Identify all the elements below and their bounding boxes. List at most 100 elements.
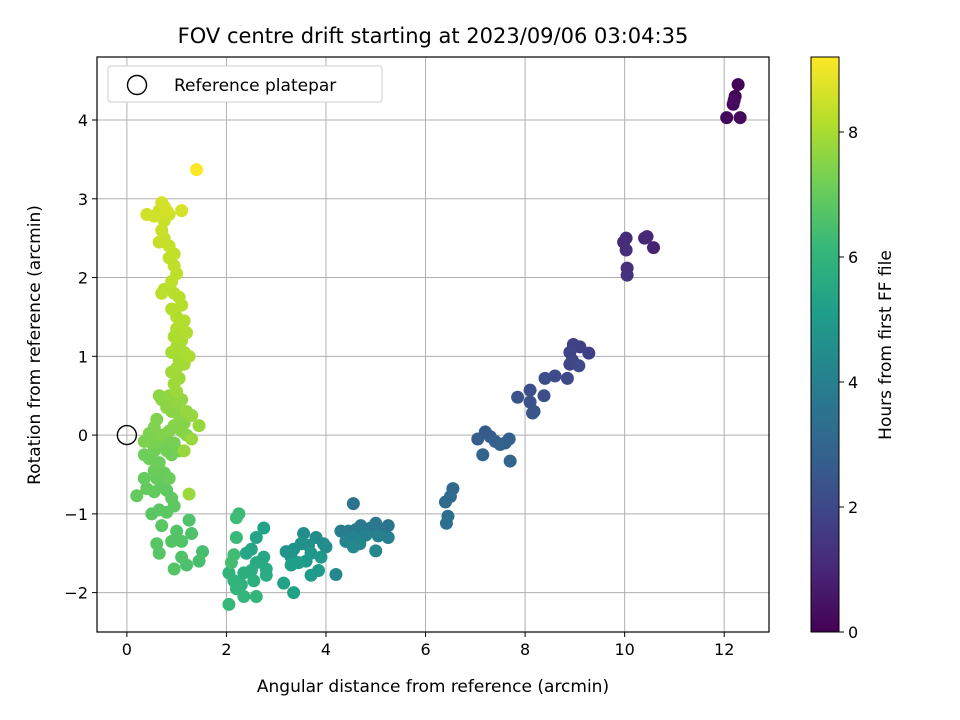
data-point [185,432,199,446]
data-point [175,204,189,218]
data-point [334,524,348,538]
data-point [177,444,191,458]
data-point [548,369,562,383]
data-point [167,286,181,300]
data-point [155,519,169,533]
data-point [249,590,263,604]
data-point [438,495,452,509]
colorbar-ticks: 0 2 4 6 8 [839,123,858,642]
data-point [170,524,184,538]
y-tick-label: 0 [78,426,88,445]
data-point [560,371,574,385]
x-axis-label: Angular distance from reference (arcmin) [257,677,609,697]
data-point [150,412,164,426]
legend: Reference platepar [107,65,383,103]
data-point [503,454,517,468]
data-point [229,530,243,544]
data-point [175,550,189,564]
data-point [297,527,311,541]
data-point [247,574,261,588]
data-point [733,111,747,125]
data-point [538,371,552,385]
data-point [511,390,525,404]
data-point [192,554,206,568]
data-point [130,489,144,503]
x-tick-label: 12 [714,640,734,659]
data-point [229,511,243,525]
x-tick-label: 10 [614,640,634,659]
data-point [287,586,301,600]
chart-title: FOV centre drift starting at 2023/09/06 … [178,24,689,48]
data-point [237,566,251,580]
data-point [284,558,298,572]
legend-box [107,65,383,103]
y-axis-ticks: −2 −1 0 1 2 3 4 [64,111,97,603]
data-point [165,302,179,316]
y-tick-label: −2 [64,584,88,603]
data-point [182,349,196,363]
data-point [152,456,166,470]
data-point [619,243,633,257]
data-point [731,78,745,92]
data-point [493,438,507,452]
legend-label-reference: Reference platepar [174,76,336,96]
data-point [137,448,151,462]
data-point [471,432,485,446]
data-point [185,527,199,541]
data-point [257,521,271,535]
data-point [182,487,196,501]
data-point [224,556,238,570]
data-point [640,230,654,244]
x-tick-label: 8 [520,640,530,659]
data-point [162,471,176,485]
reference-platepar-marker [116,424,138,446]
y-tick-label: 1 [78,347,88,366]
colorbar-tick-label: 6 [848,248,858,267]
data-points [116,78,747,611]
data-point [727,93,741,107]
colorbar-tick-label: 4 [848,373,858,392]
data-point [439,516,453,530]
data-point [476,448,490,462]
x-tick-label: 4 [321,640,331,659]
data-point [155,286,169,300]
data-point [619,231,633,245]
colorbar-tick-label: 8 [848,123,858,142]
data-point [523,383,537,397]
data-point [152,389,166,403]
data-point [160,204,174,218]
data-point [222,597,236,611]
colorbar-gradient [810,56,840,633]
colorbar-tick-label: 2 [848,498,858,517]
data-point [222,566,236,580]
data-point [647,241,661,255]
data-point [346,497,360,511]
data-point [180,326,194,340]
data-point [190,163,204,177]
data-point [152,235,166,249]
plot-frame [96,56,770,633]
data-point [620,268,634,282]
data-point [381,530,395,544]
data-point [175,534,189,548]
colorbar-label: Hours from first FF file [876,250,896,440]
x-tick-label: 2 [221,640,231,659]
data-point [192,419,206,433]
y-axis-label: Rotation from reference (arcmin) [25,205,45,485]
data-point [572,359,586,373]
data-point [314,550,328,564]
x-axis-ticks: 0 2 4 6 8 10 12 [122,632,734,659]
data-point [237,590,251,604]
data-point [239,546,253,560]
data-point [185,408,199,422]
data-point [346,540,360,554]
data-point [526,406,540,420]
data-point [150,537,164,551]
legend-marker-reference [126,74,148,96]
data-point [329,568,343,581]
y-tick-label: −1 [64,505,88,524]
data-point [720,111,734,125]
data-point [259,568,273,582]
x-tick-label: 6 [420,640,430,659]
